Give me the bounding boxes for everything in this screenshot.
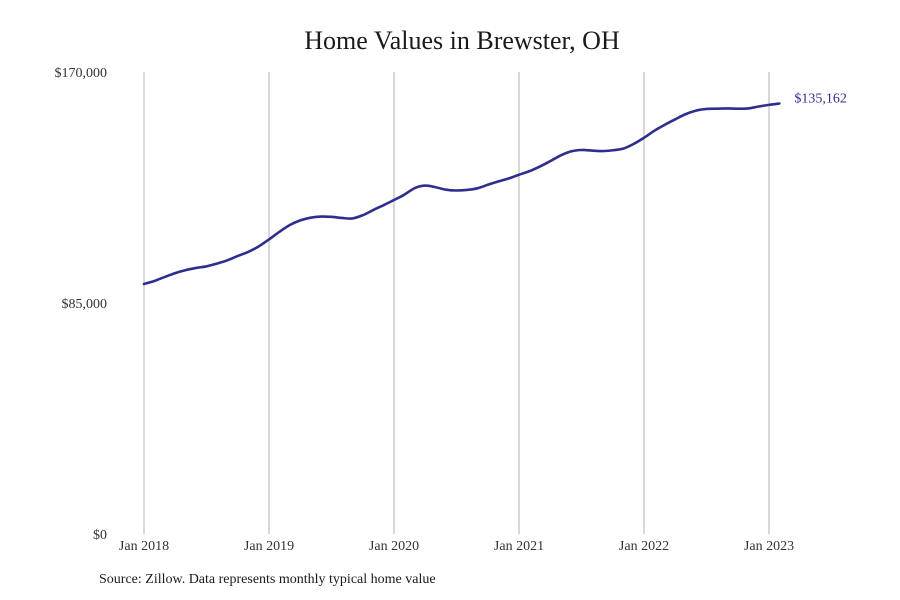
source-note: Source: Zillow. Data represents monthly … — [99, 572, 436, 587]
x-tick-label: Jan 2019 — [244, 539, 294, 554]
x-axis-tick-labels: Jan 2018 Jan 2019 Jan 2020 Jan 2021 Jan 2022… — [119, 539, 794, 554]
x-tick-label: Jan 2018 — [119, 539, 169, 554]
chart-title: Home Values in Brewster, OH — [304, 26, 620, 55]
x-tick-label: Jan 2023 — [744, 539, 794, 554]
y-tick-label: $170,000 — [55, 66, 108, 81]
x-tick-label: Jan 2020 — [369, 539, 419, 554]
end-value-label: $135,162 — [794, 92, 847, 107]
x-tick-label: Jan 2022 — [619, 539, 669, 554]
y-tick-label: $0 — [93, 528, 107, 543]
home-value-series-line — [142, 102, 781, 286]
series-group — [142, 102, 781, 286]
y-tick-label: $85,000 — [62, 297, 108, 312]
y-axis-tick-labels: $0 $85,000 $170,000 — [55, 66, 108, 543]
x-tick-label: Jan 2021 — [494, 539, 544, 554]
end-value-label-group: $135,162 — [794, 92, 847, 107]
vertical-gridlines — [143, 72, 770, 534]
